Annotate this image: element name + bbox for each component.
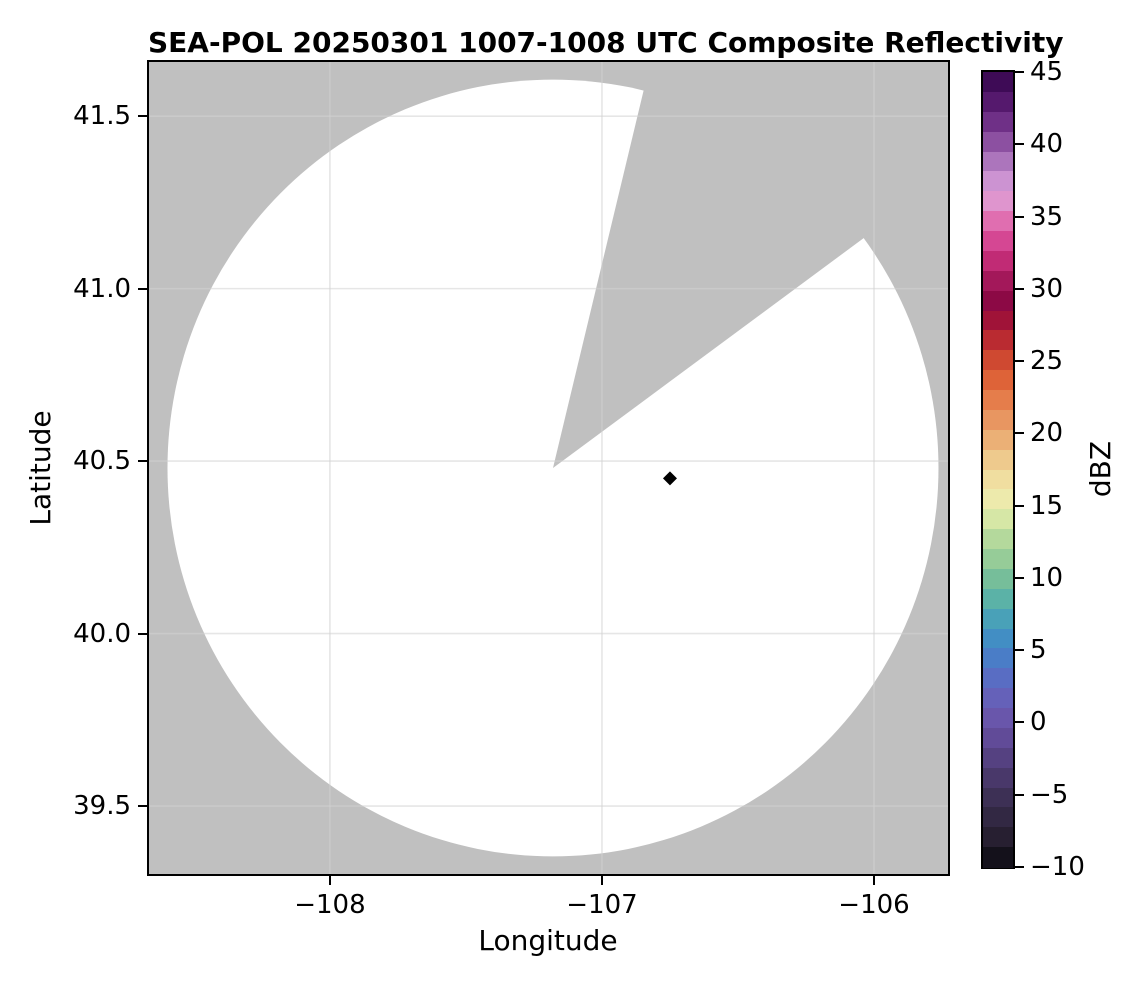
y-tick-label: 41.0 — [73, 273, 131, 304]
colorbar-tick-mark — [1015, 143, 1024, 146]
plot-title: SEA-POL 20250301 1007-1008 UTC Composite… — [148, 26, 1064, 59]
colorbar-band — [983, 211, 1013, 232]
colorbar-band — [983, 688, 1013, 709]
colorbar-band — [983, 509, 1013, 530]
colorbar-band — [983, 191, 1013, 212]
colorbar-band — [983, 747, 1013, 769]
blocked-sector-wedge — [552, 62, 948, 468]
y-tick-mark — [138, 287, 147, 290]
colorbar-band — [983, 429, 1013, 451]
colorbar-tick-label: −5 — [1030, 779, 1069, 810]
x-tick-mark — [873, 876, 875, 885]
x-tick-mark — [328, 876, 331, 885]
y-tick-mark — [138, 632, 147, 635]
colorbar-tick-mark — [1015, 793, 1024, 796]
colorbar-tick-label: 20 — [1030, 418, 1064, 449]
y-tick-label: 40.5 — [73, 446, 131, 477]
y-tick-mark — [138, 805, 147, 808]
colorbar-label: dBZ — [1084, 440, 1117, 498]
colorbar-band — [983, 370, 1013, 391]
colorbar-tick-label: 15 — [1030, 490, 1064, 521]
y-tick-mark — [138, 115, 147, 118]
colorbar-band — [983, 290, 1013, 311]
colorbar-tick-mark — [1015, 649, 1024, 652]
y-tick-mark — [138, 460, 147, 463]
colorbar-tick-label: 25 — [1030, 346, 1064, 377]
colorbar-tick-label: 40 — [1030, 129, 1064, 160]
colorbar-tick-mark — [1015, 287, 1024, 290]
colorbar-tick-label: 30 — [1030, 273, 1064, 304]
colorbar-band — [983, 549, 1013, 570]
colorbar-band — [983, 568, 1013, 590]
colorbar-band — [983, 608, 1013, 629]
colorbar-tick-mark — [1015, 866, 1024, 868]
x-tick-mark — [600, 876, 603, 885]
x-axis-label: Longitude — [478, 924, 618, 957]
colorbar-band — [983, 628, 1013, 649]
y-axis-label: Latitude — [24, 410, 57, 526]
colorbar-band — [983, 767, 1013, 788]
colorbar-band — [983, 807, 1013, 828]
colorbar-band — [983, 449, 1013, 470]
colorbar-band — [983, 231, 1013, 252]
colorbar-tick-mark — [1015, 576, 1024, 579]
colorbar-band — [983, 350, 1013, 371]
colorbar-band — [983, 727, 1013, 749]
colorbar-band — [983, 469, 1013, 490]
radar-site-diamond-marker — [662, 471, 677, 486]
colorbar-band — [983, 489, 1013, 510]
colorbar-tick-label: −10 — [1030, 852, 1085, 882]
colorbar-band — [983, 270, 1013, 292]
colorbar-tick-mark — [1015, 215, 1024, 218]
colorbar-tick-label: 5 — [1030, 635, 1047, 666]
colorbar-band — [983, 847, 1013, 868]
colorbar-band — [983, 390, 1013, 411]
colorbar-band — [983, 310, 1013, 331]
colorbar-band — [983, 91, 1013, 113]
colorbar-tick-mark — [1015, 360, 1024, 363]
colorbar-band — [983, 131, 1013, 152]
colorbar-band — [983, 330, 1013, 351]
y-tick-label: 39.5 — [73, 791, 131, 822]
colorbar-band — [983, 787, 1013, 808]
colorbar-band — [983, 171, 1013, 192]
colorbar-band — [983, 827, 1013, 848]
radar-coverage-plot — [149, 62, 948, 874]
colorbar-band — [983, 588, 1013, 610]
x-tick-label: −106 — [838, 890, 910, 920]
y-tick-label: 41.5 — [73, 101, 131, 132]
colorbar-tick-mark — [1015, 432, 1024, 435]
colorbar-tick-mark — [1015, 504, 1024, 507]
colorbar-tick-mark — [1015, 71, 1024, 73]
x-tick-label: −108 — [294, 890, 366, 920]
colorbar-band — [983, 250, 1013, 272]
colorbar-tick-mark — [1015, 721, 1024, 724]
colorbar-band — [983, 409, 1013, 431]
colorbar — [981, 70, 1015, 869]
y-tick-label: 40.0 — [73, 618, 131, 649]
colorbar-tick-label: 45 — [1030, 57, 1064, 87]
colorbar-band — [983, 529, 1013, 550]
colorbar-tick-label: 10 — [1030, 562, 1064, 593]
colorbar-band — [983, 668, 1013, 689]
colorbar-tick-label: 0 — [1030, 707, 1047, 738]
colorbar-tick-label: 35 — [1030, 201, 1064, 232]
colorbar-band — [983, 72, 1013, 93]
x-tick-label: −107 — [566, 890, 638, 920]
colorbar-band — [983, 111, 1013, 133]
plot-area — [147, 60, 950, 876]
colorbar-band — [983, 648, 1013, 669]
colorbar-band — [983, 708, 1013, 729]
colorbar-band — [983, 151, 1013, 172]
